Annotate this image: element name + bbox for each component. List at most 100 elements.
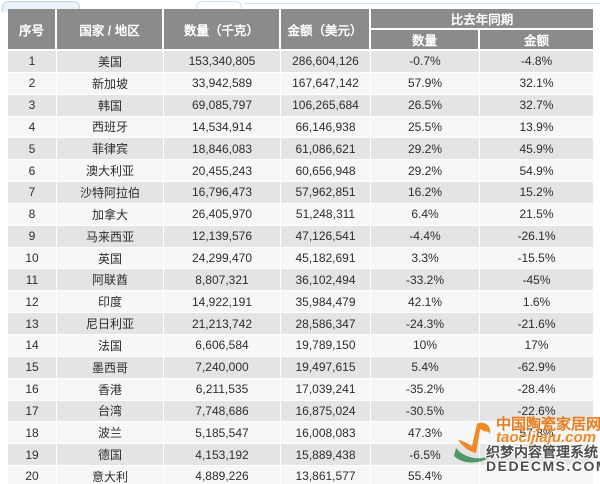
column-group-header-yoy: 比去年同期 [371,9,594,30]
cell-amount-pct [480,444,594,467]
cell-amount: 28,586,347 [281,313,371,335]
cell-amount-pct: 21.5% [480,203,594,226]
table-row: 6 澳大利亚 20,455,243 60,656,948 29.2% 54.9% [8,160,594,183]
cell-qty-pct: 26.5% [371,94,480,117]
cell-qty: 14,534,914 [164,116,281,139]
cell-no: 2 [8,72,57,95]
cell-no: 17 [8,400,57,423]
table-row: 3 韩国 69,085,797 106,265,684 26.5% 32.7% [8,94,594,117]
cell-amount-pct [480,466,594,484]
cell-no: 5 [8,138,57,161]
cell-no: 10 [8,247,57,270]
cell-amount: 19,789,150 [281,334,371,357]
cell-amount: 15,889,438 [281,444,371,467]
cell-amount: 36,102,494 [281,269,371,292]
cell-qty-pct: -33.2% [371,269,480,292]
cell-qty: 5,185,547 [164,422,281,445]
cell-no: 12 [8,291,57,314]
cell-amount-pct: -22.6% [480,400,594,423]
cell-qty: 4,889,226 [164,466,281,484]
cell-qty-pct: 42.1% [371,291,480,314]
cell-qty: 33,942,589 [164,72,281,95]
cell-qty-pct: -0.7% [371,51,480,73]
cell-amount-pct: 32.7% [480,94,594,117]
cell-qty-pct: 47.3% [371,422,480,445]
cell-amount-pct: -62.9% [480,356,594,379]
cell-qty: 18,846,083 [164,138,281,161]
table-row: 14 法国 6,606,584 19,789,150 10% 17% [8,334,594,357]
cell-amount: 45,182,691 [281,247,371,270]
cell-qty-pct: -30.5% [371,400,480,423]
cell-country: 韩国 [57,94,164,117]
cell-amount-pct: -26.1% [480,225,594,248]
cell-qty: 21,213,742 [164,313,281,335]
cell-country: 新加坡 [57,72,164,95]
table-row: 15 墨西哥 7,240,000 19,497,615 5.4% -62.9% [8,356,594,379]
export-statistics-table: 序号 国家 / 地区 数量（千克） 金额（美元） 比去年同期 数量 金额 1 美国… [8,9,594,484]
browser-tab-strip [0,0,600,12]
cell-qty-pct: -35.2% [371,378,480,401]
table-row: 8 加拿大 26,405,970 51,248,311 6.4% 21.5% [8,203,594,226]
column-header-amount: 金额（美元） [281,9,371,51]
table-header: 序号 国家 / 地区 数量（千克） 金额（美元） 比去年同期 数量 金额 [8,9,594,51]
cell-qty-pct: 29.2% [371,160,480,183]
cell-amount-pct: 13.9% [480,116,594,139]
cell-amount-pct: 57.8% [480,422,594,445]
cell-qty: 20,455,243 [164,160,281,183]
cell-qty: 7,240,000 [164,356,281,379]
cell-country: 澳大利亚 [57,160,164,183]
cell-amount: 16,008,083 [281,422,371,445]
column-header-no: 序号 [8,9,57,51]
cell-qty-pct: 29.2% [371,138,480,161]
cell-qty-pct: 16.2% [371,182,480,204]
cell-amount: 35,984,479 [281,291,371,314]
cell-country: 美国 [57,51,164,73]
table-row: 20 意大利 4,889,226 13,861,577 55.4% [8,466,594,484]
cell-amount-pct: -4.8% [480,51,594,73]
cell-amount-pct: 15.2% [480,182,594,204]
cell-country: 沙特阿拉伯 [57,182,164,204]
cell-country: 印度 [57,291,164,314]
cell-amount: 60,656,948 [281,160,371,183]
cell-no: 8 [8,203,57,226]
cell-amount-pct: 54.9% [480,160,594,183]
cell-country: 马来西亚 [57,225,164,248]
tab-strip-divider [244,3,600,4]
cell-qty: 16,796,473 [164,182,281,204]
cell-no: 6 [8,160,57,183]
tab-remnant [2,1,80,12]
cell-amount-pct: -21.6% [480,313,594,335]
cell-country: 墨西哥 [57,356,164,379]
cell-no: 7 [8,182,57,204]
table-row: 19 德国 4,153,192 15,889,438 -6.5% [8,444,594,467]
cell-qty-pct: 3.3% [371,247,480,270]
cell-amount: 13,861,577 [281,466,371,484]
column-header-yoy-qty: 数量 [371,30,480,51]
cell-qty: 69,085,797 [164,94,281,117]
cell-qty-pct: -24.3% [371,313,480,335]
cell-amount: 61,086,621 [281,138,371,161]
cell-no: 20 [8,466,57,484]
table-row: 2 新加坡 33,942,589 167,647,142 57.9% 32.1% [8,72,594,95]
cell-country: 加拿大 [57,203,164,226]
cell-amount-pct: 45.9% [480,138,594,161]
cell-country: 阿联酋 [57,269,164,292]
cell-qty-pct: 57.9% [371,72,480,95]
cell-no: 3 [8,94,57,117]
cell-amount: 57,962,851 [281,182,371,204]
cell-amount-pct: 32.1% [480,72,594,95]
cell-amount: 51,248,311 [281,203,371,226]
cell-amount: 19,497,615 [281,356,371,379]
cell-country: 法国 [57,334,164,357]
cell-country: 德国 [57,444,164,467]
column-header-yoy-amount: 金额 [480,30,594,51]
cell-no: 1 [8,51,57,73]
cell-no: 15 [8,356,57,379]
cell-qty-pct: -4.4% [371,225,480,248]
cell-qty: 8,807,321 [164,269,281,292]
cell-country: 尼日利亚 [57,313,164,335]
table-row: 13 尼日利亚 21,213,742 28,586,347 -24.3% -21.6% [8,313,594,335]
table-row: 4 西班牙 14,534,914 66,146,938 25.5% 13.9% [8,116,594,139]
cell-qty: 26,405,970 [164,203,281,226]
cell-qty-pct: -6.5% [371,444,480,467]
